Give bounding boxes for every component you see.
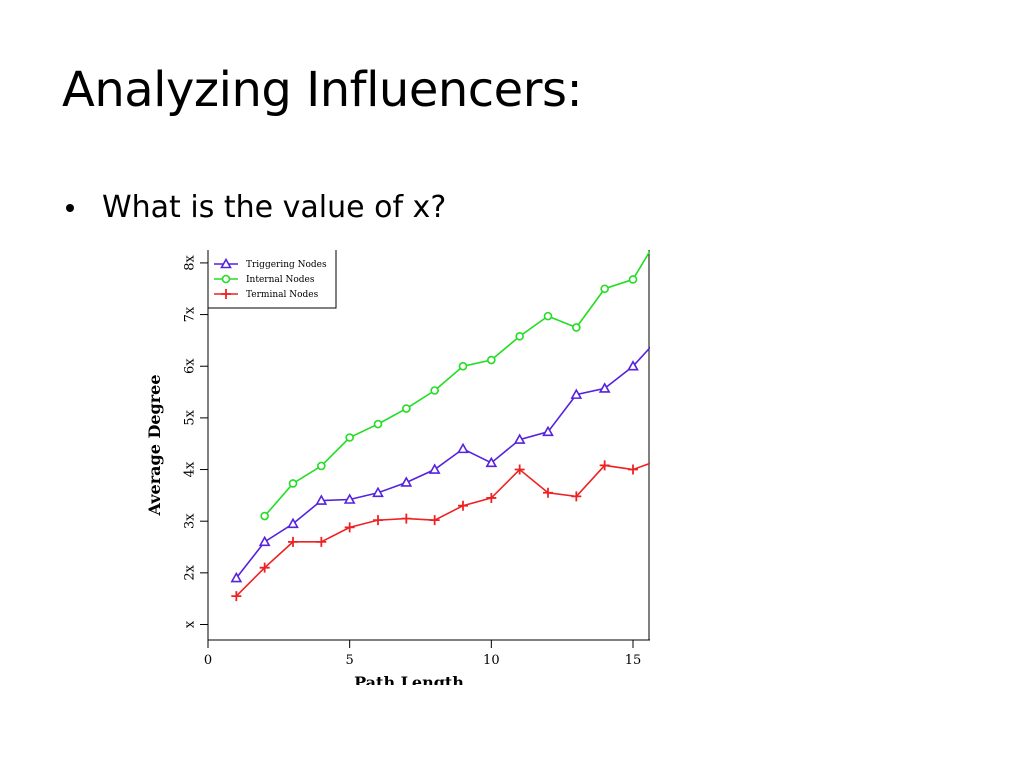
data-point: [572, 323, 581, 332]
y-tick-label: 5x: [183, 409, 198, 425]
x-tick-label: 0: [204, 653, 212, 668]
data-point: [315, 494, 328, 505]
x-tick-label: 5: [346, 653, 354, 668]
data-point: [627, 360, 639, 371]
data-point: [486, 492, 497, 503]
bullet-dot-icon: [66, 203, 74, 212]
data-point: [288, 479, 298, 488]
x-tick-label: 15: [625, 653, 642, 668]
data-point: [288, 536, 298, 547]
data-point: [487, 355, 496, 365]
data-point: [628, 275, 638, 284]
line-chart: x 2x 3x 4x 5x 6x 7x 8x 0 5 10 15 Average Degree Path …: [145, 250, 650, 685]
series-0: [230, 346, 650, 583]
y-tick-label: 6x: [183, 358, 198, 374]
y-tick-label: 4x: [183, 461, 198, 477]
legend-label: Terminal Nodes: [246, 290, 319, 300]
bullet-list: What is the value of x?: [62, 190, 446, 225]
data-point: [231, 591, 242, 602]
y-tick-label: x: [183, 620, 198, 628]
legend-marker: [220, 257, 232, 269]
y-tick-label: 2x: [183, 564, 198, 580]
data-point: [259, 562, 270, 573]
data-point: [543, 487, 553, 498]
data-point: [599, 460, 610, 471]
legend-label: Internal Nodes: [246, 275, 315, 285]
data-point: [287, 517, 299, 529]
y-axis-title: Average Degree: [145, 374, 164, 516]
x-axis-title: Path Length: [354, 673, 464, 685]
data-point: [628, 464, 638, 475]
data-point: [258, 535, 271, 547]
data-point: [430, 386, 439, 395]
y-tick-label: 3x: [183, 513, 198, 529]
legend-marker: [221, 289, 231, 299]
data-point: [230, 571, 243, 583]
data-point: [571, 491, 582, 502]
y-tick-label: 7x: [183, 306, 198, 322]
data-point: [458, 361, 468, 371]
data-point: [513, 433, 526, 444]
data-point: [598, 382, 611, 393]
data-point: [373, 515, 383, 526]
y-tick-label: 8x: [183, 254, 198, 270]
data-point: [570, 388, 583, 399]
bullet-item: What is the value of x?: [62, 190, 446, 225]
series-line: [235, 346, 650, 579]
data-point: [457, 442, 469, 454]
slide-title: Analyzing Influencers:: [62, 62, 583, 118]
data-point: [514, 464, 525, 475]
data-point: [542, 425, 554, 437]
data-point: [316, 536, 327, 547]
x-tick-label: 10: [483, 653, 500, 668]
data-point: [372, 486, 384, 498]
data-point: [485, 456, 498, 468]
series-1: [260, 250, 650, 521]
data-point: [600, 284, 609, 294]
bullet-text: What is the value of x?: [102, 190, 447, 225]
legend-marker: [221, 274, 231, 284]
data-point: [344, 522, 355, 533]
data-point: [401, 513, 412, 524]
series-line: [235, 462, 650, 597]
data-point: [428, 463, 441, 474]
data-point: [402, 404, 411, 413]
data-point: [543, 311, 553, 321]
data-point: [429, 515, 440, 526]
data-point: [343, 493, 356, 504]
series-2: [231, 460, 650, 602]
data-point: [458, 500, 468, 511]
data-point: [515, 331, 524, 341]
chart-container: x 2x 3x 4x 5x 6x 7x 8x 0 5 10 15 Average Degree Path …: [140, 250, 650, 685]
legend-label: Triggering Nodes: [246, 260, 327, 270]
data-point: [400, 476, 413, 487]
data-point: [317, 461, 326, 471]
data-point: [260, 511, 269, 521]
data-point: [373, 419, 383, 429]
data-point: [345, 433, 354, 442]
legend: Triggering Nodes Internal Nodes Terminal N…: [207, 250, 337, 309]
